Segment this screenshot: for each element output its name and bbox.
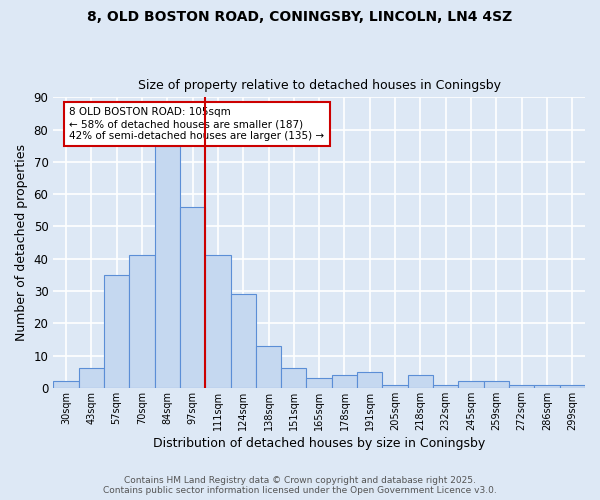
Text: Contains HM Land Registry data © Crown copyright and database right 2025.
Contai: Contains HM Land Registry data © Crown c…: [103, 476, 497, 495]
Text: 8 OLD BOSTON ROAD: 105sqm
← 58% of detached houses are smaller (187)
42% of semi: 8 OLD BOSTON ROAD: 105sqm ← 58% of detac…: [69, 108, 325, 140]
Bar: [307, 378, 332, 388]
Bar: [458, 382, 484, 388]
Bar: [129, 256, 155, 388]
Bar: [104, 275, 129, 388]
Bar: [79, 368, 104, 388]
Bar: [155, 146, 180, 388]
Title: Size of property relative to detached houses in Coningsby: Size of property relative to detached ho…: [137, 79, 500, 92]
Bar: [256, 346, 281, 388]
Bar: [484, 382, 509, 388]
Text: 8, OLD BOSTON ROAD, CONINGSBY, LINCOLN, LN4 4SZ: 8, OLD BOSTON ROAD, CONINGSBY, LINCOLN, …: [88, 10, 512, 24]
Bar: [509, 384, 535, 388]
Bar: [560, 384, 585, 388]
Bar: [281, 368, 307, 388]
Bar: [535, 384, 560, 388]
Bar: [332, 375, 357, 388]
Bar: [408, 375, 433, 388]
X-axis label: Distribution of detached houses by size in Coningsby: Distribution of detached houses by size …: [153, 437, 485, 450]
Bar: [180, 207, 205, 388]
Bar: [382, 384, 408, 388]
Y-axis label: Number of detached properties: Number of detached properties: [15, 144, 28, 341]
Bar: [205, 256, 230, 388]
Bar: [230, 294, 256, 388]
Bar: [433, 384, 458, 388]
Bar: [357, 372, 382, 388]
Bar: [53, 382, 79, 388]
